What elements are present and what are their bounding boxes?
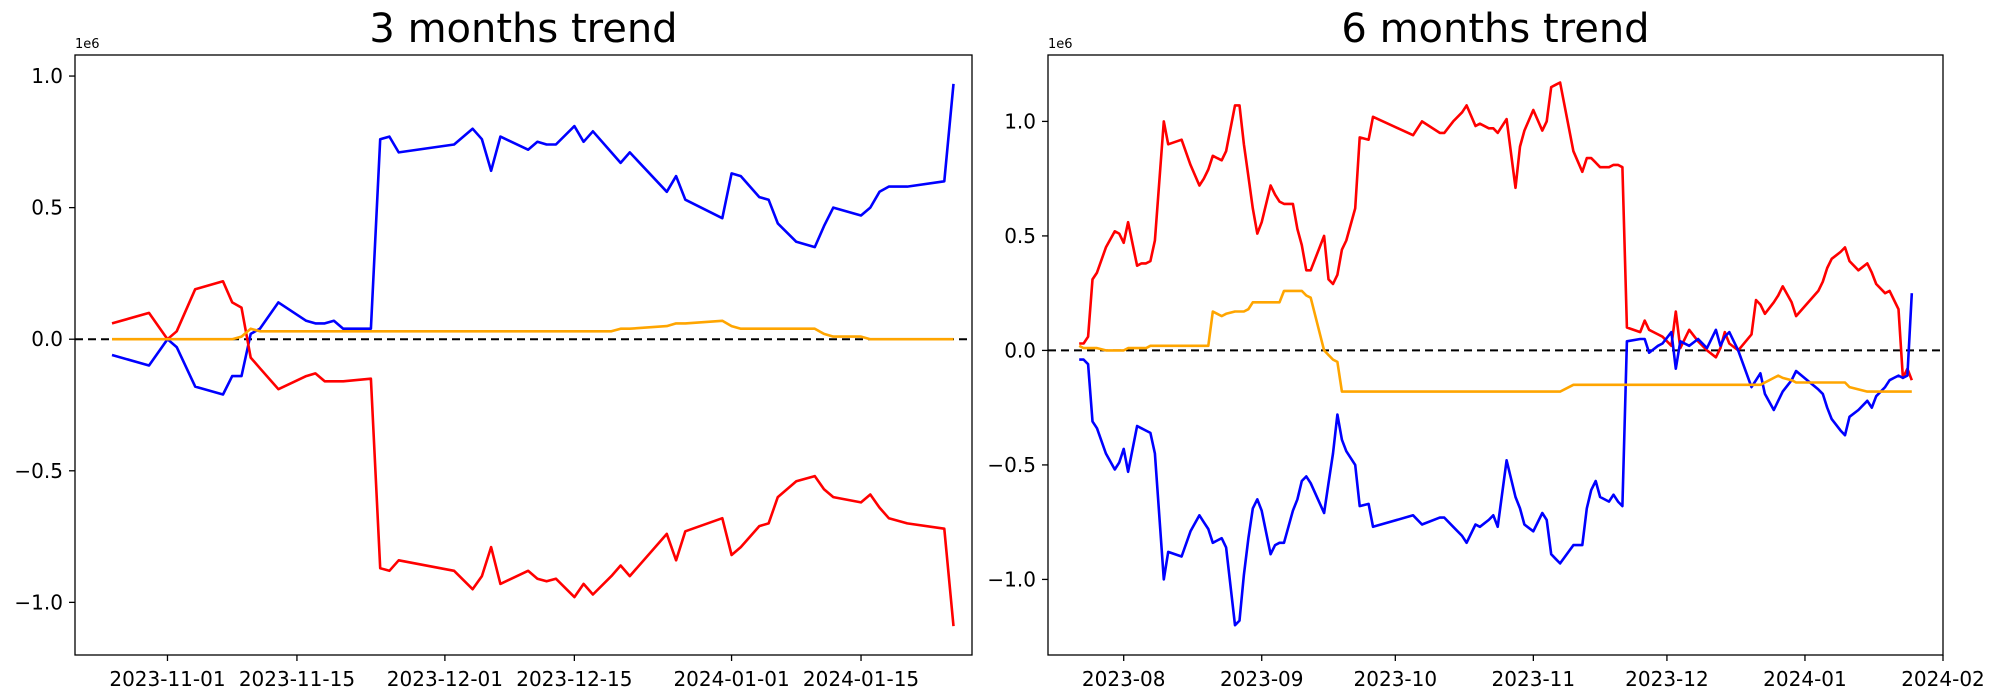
- chart-title: 3 months trend: [369, 6, 677, 52]
- y-tick-label: 0.5: [31, 196, 63, 220]
- y-tick-label: 1.0: [1004, 109, 1036, 133]
- y-tick-label: 0.0: [1004, 338, 1036, 362]
- x-tick-label: 2023-10: [1354, 667, 1438, 691]
- x-tick-label: 2023-11-01: [109, 667, 225, 691]
- y-tick-label: 1.0: [31, 64, 63, 88]
- series-group: [111, 83, 955, 627]
- series-line-2: [1079, 293, 1914, 627]
- y-offset-label: 1e6: [75, 37, 100, 52]
- plot-frame: [1047, 54, 1944, 656]
- y-tick-label: 0.0: [31, 327, 63, 351]
- x-tick-label: 2023-12-15: [516, 667, 632, 691]
- x-tick-label: 2023-11: [1492, 667, 1576, 691]
- x-tick-label: 2024-01-15: [803, 667, 919, 691]
- x-tick-label: 2023-12: [1625, 667, 1709, 691]
- y-tick-label: −0.5: [14, 459, 63, 483]
- x-tick-label: 2024-02: [1901, 667, 1985, 691]
- x-tick-label: 2023-08: [1082, 667, 1166, 691]
- series-group: [1078, 81, 1914, 627]
- x-tick-label: 2024-01-01: [673, 667, 789, 691]
- y-tick-label: −1.0: [987, 567, 1036, 591]
- series-line-3: [112, 319, 954, 341]
- y-tick-label: 0.5: [1004, 224, 1036, 248]
- chart-panel-1: 3 months trend 1e6 1.0 0.5 0.0 −0.5 −1.0 2023-1…: [14, 6, 973, 691]
- series-line-3: [1078, 289, 1912, 393]
- x-tick-label: 2024-01: [1763, 667, 1847, 691]
- series-line-1: [1079, 81, 1914, 381]
- y-tick-label: −0.5: [987, 453, 1036, 477]
- chart-panel-2: 6 months trend 1e6 1.0 0.5 0.0 −0.5 −1.0 2023-0…: [987, 6, 1984, 691]
- y-offset-label: 1e6: [1048, 37, 1073, 52]
- x-tick-label: 2023-09: [1220, 667, 1304, 691]
- series-line-1: [111, 83, 955, 396]
- x-tick-label: 2023-12-01: [387, 667, 503, 691]
- plot-frame: [74, 54, 973, 656]
- chart-title: 6 months trend: [1341, 6, 1649, 52]
- x-tick-label: 2023-11-15: [239, 667, 355, 691]
- y-tick-label: −1.0: [14, 590, 63, 614]
- series-line-2: [111, 279, 955, 627]
